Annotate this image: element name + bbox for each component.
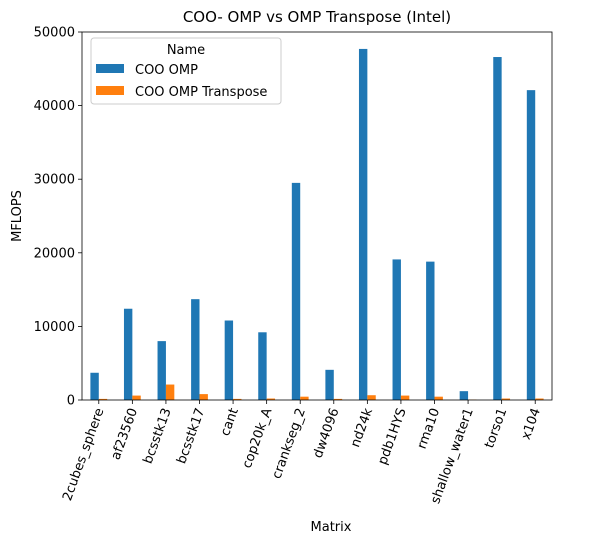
y-tick-label: 40000 — [34, 99, 75, 114]
bar-coo-omp-bcsstk17 — [191, 299, 200, 400]
legend-label-coo-omp: COO OMP — [135, 63, 198, 78]
bar-coo-omp-transpose-pdb1HYS — [400, 395, 410, 400]
x-tick-label: crankseg_2 — [270, 406, 309, 481]
legend-label-coo-omp-transpose: COO OMP Transpose — [135, 85, 267, 100]
x-tick-label: torso1 — [482, 406, 510, 450]
legend: Name COO OMP COO OMP Transpose — [90, 37, 282, 105]
legend-box — [90, 37, 282, 105]
legend-swatch-coo-omp — [96, 64, 124, 73]
x-tick-label: cop20k_A — [240, 406, 276, 470]
bar-coo-omp-bcsstk13 — [157, 341, 166, 400]
bar-coo-omp-crankseg_2 — [291, 182, 301, 400]
bar-coo-omp-shallow_water1 — [459, 391, 469, 400]
plot-frame — [81, 31, 553, 401]
legend-swatch-coo-omp-transpose — [96, 86, 124, 95]
x-tick-label: 2cubes_sphere — [60, 406, 107, 503]
bar-coo-omp-transpose-x104 — [535, 398, 544, 400]
bar-coo-omp-af23560 — [123, 308, 133, 400]
bar-coo-omp-torso1 — [493, 57, 502, 401]
y-tick-label: 50000 — [34, 26, 75, 41]
bar-coo-omp-transpose-crankseg_2 — [300, 396, 309, 400]
x-tick-label: rma10 — [415, 406, 444, 451]
y-axis-ticks: 0 10000 20000 30000 40000 50000 — [34, 26, 82, 409]
bar-coo-omp-transpose-bcsstk17 — [199, 394, 208, 400]
bar-coo-omp-transpose-bcsstk13 — [165, 384, 175, 400]
x-tick-label: af23560 — [109, 406, 142, 462]
bars-layer — [90, 48, 544, 401]
x-tick-label: bcsstk13 — [141, 406, 175, 466]
bar-coo-omp-transpose-rma10 — [434, 396, 443, 400]
bar-coo-omp-rma10 — [426, 261, 435, 400]
bar-coo-omp-transpose-torso1 — [501, 398, 511, 400]
x-axis-ticks: 2cubes_sphere af23560 bcsstk13 bcsstk17 cant… — [60, 400, 544, 506]
chart-title: COO- OMP vs OMP Transpose (Intel) — [183, 8, 451, 26]
bar-coo-omp-transpose-dw4096 — [333, 398, 343, 400]
bar-coo-omp-x104 — [526, 90, 536, 401]
x-tick-label: cant — [218, 406, 242, 438]
bar-coo-omp-transpose-2cubes_sphere — [98, 398, 108, 400]
y-tick-label: 0 — [67, 394, 75, 409]
x-axis-label: Matrix — [311, 520, 352, 535]
y-tick-label: 30000 — [34, 173, 75, 188]
y-axis-label: MFLOPS — [10, 190, 25, 242]
x-tick-label: dw4096 — [311, 406, 343, 460]
legend-title: Name — [167, 43, 205, 58]
x-tick-label: nd24k — [348, 406, 376, 450]
bar-coo-omp-transpose-nd24k — [367, 395, 376, 400]
x-tick-label: x104 — [519, 406, 544, 442]
bar-coo-omp-cant — [224, 320, 234, 400]
x-tick-label: pdb1HYS — [375, 406, 409, 467]
bar-coo-omp-nd24k — [358, 48, 368, 400]
bar-coo-omp-transpose-af23560 — [132, 395, 141, 400]
bar-coo-omp-cop20k_A — [258, 332, 267, 400]
bar-coo-omp-dw4096 — [325, 369, 334, 400]
y-tick-label: 20000 — [34, 246, 75, 261]
y-tick-label: 10000 — [34, 320, 75, 335]
bar-coo-omp-pdb1HYS — [392, 259, 401, 400]
bar-coo-omp-2cubes_sphere — [90, 372, 99, 400]
bar-coo-omp-transpose-cant — [233, 398, 242, 400]
x-tick-label: bcsstk17 — [174, 406, 208, 466]
bar-coo-omp-transpose-cop20k_A — [266, 398, 276, 400]
